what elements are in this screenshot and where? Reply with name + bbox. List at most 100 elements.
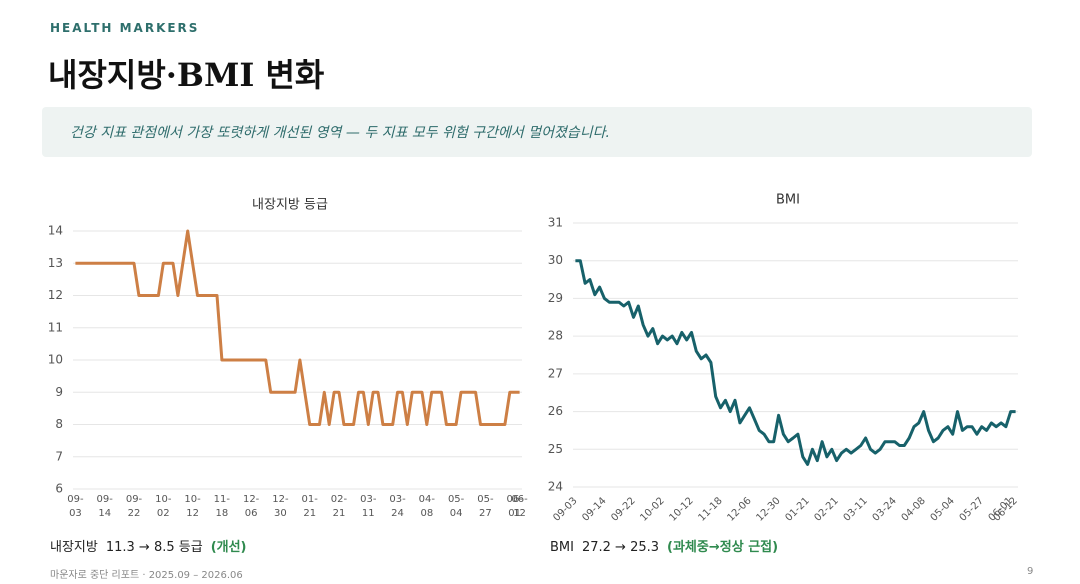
section-header: HEALTH MARKERS	[50, 21, 200, 35]
x-tick-label: 10-12	[184, 494, 201, 519]
x-tick-part: 10-	[155, 494, 172, 505]
x-tick-part: 08	[420, 508, 433, 519]
x-tick-label: 11-18	[214, 494, 231, 519]
x-tick-label: 12-30	[272, 494, 289, 519]
x-tick-label: 10-02	[155, 494, 172, 519]
x-tick-part: 12-	[243, 494, 260, 505]
slide-title: 내장지방·BMI 변화	[48, 56, 325, 94]
x-tick-label: 09-03	[551, 495, 579, 523]
x-tick-part: 02-	[331, 494, 348, 505]
x-tick-label: 03-11	[360, 494, 377, 519]
x-tick-label: 03-24	[871, 495, 899, 523]
x-tick-part: 22	[128, 508, 141, 519]
page-number: 9	[1027, 566, 1034, 577]
x-tick-part: 04-	[419, 494, 436, 505]
y-tick-label: 8	[55, 417, 63, 431]
x-tick-label: 05-27	[477, 494, 494, 519]
chart-title: 내장지방 등급	[252, 198, 328, 213]
x-tick-label: 05-04	[929, 495, 957, 523]
x-tick-part: 30	[274, 508, 287, 519]
x-tick-part: 11-	[214, 494, 231, 505]
x-tick-part: 18	[215, 508, 228, 519]
y-tick-label: 13	[48, 256, 63, 270]
caption-note: (과체중→정상 근접)	[667, 539, 778, 555]
x-tick-part: 06-	[511, 494, 528, 505]
x-tick-part: 12	[513, 508, 526, 519]
x-tick-part: 09-	[97, 494, 114, 505]
x-tick-part: 05-	[477, 494, 494, 505]
x-tick-label: 09-14	[580, 495, 608, 523]
caption: BMI 27.2 → 25.3 (과체중→정상 근접)	[550, 539, 778, 555]
x-tick-label: 09-14	[97, 494, 114, 519]
y-tick-label: 28	[548, 329, 563, 343]
x-tick-part: 09-	[67, 494, 84, 505]
x-tick-label: 09-03	[67, 494, 84, 519]
y-tick-label: 24	[548, 480, 563, 494]
x-tick-label: 05-27	[958, 495, 986, 523]
x-tick-part: 11	[362, 508, 375, 519]
x-tick-part: 24	[391, 508, 404, 519]
x-tick-label: 04-08	[419, 494, 436, 519]
x-tick-label: 10-02	[638, 495, 666, 523]
x-tick-label: 06-01	[507, 494, 524, 519]
callout-text: 건강 지표 관점에서 가장 또렷하게 개선된 영역 — 두 지표 모두 위험 구…	[70, 125, 610, 141]
x-tick-label: 06-12	[511, 494, 528, 519]
x-tick-label: 09-22	[126, 494, 143, 519]
y-tick-label: 14	[48, 224, 63, 238]
caption-text: 11.3 → 8.5 등급	[106, 540, 203, 555]
x-tick-label: 11-18	[696, 495, 724, 523]
x-tick-label: 09-22	[609, 495, 637, 523]
x-tick-label: 04-08	[900, 495, 928, 523]
x-tick-part: 02	[157, 508, 170, 519]
x-tick-part: 05-	[448, 494, 465, 505]
footer-source: 마운자로 중단 리포트 · 2025.09 – 2026.06	[50, 570, 243, 581]
x-tick-part: 06-	[507, 494, 524, 505]
x-tick-part: 21	[333, 508, 346, 519]
x-tick-part: 03-	[389, 494, 406, 505]
x-tick-label: 01-21	[784, 495, 812, 523]
caption-label: 내장지방	[50, 540, 98, 555]
y-tick-label: 10	[48, 353, 63, 367]
x-tick-label: 03-11	[842, 495, 870, 523]
caption-text: 27.2 → 25.3	[582, 540, 659, 555]
data-line	[75, 229, 520, 426]
x-tick-label: 05-04	[448, 494, 465, 519]
x-tick-label: 10-12	[667, 495, 695, 523]
y-tick-label: 11	[48, 320, 63, 334]
y-tick-label: 6	[55, 482, 63, 496]
x-tick-label: 02-21	[331, 494, 348, 519]
y-tick-label: 12	[48, 288, 63, 302]
caption-label: BMI	[550, 540, 574, 555]
x-tick-label: 12-06	[243, 494, 260, 519]
x-tick-part: 03-	[360, 494, 377, 505]
y-tick-label: 30	[548, 253, 563, 267]
x-tick-label: 12-06	[725, 495, 753, 523]
x-tick-part: 01	[508, 508, 521, 519]
x-tick-label: 02-21	[813, 495, 841, 523]
y-tick-label: 27	[548, 366, 563, 380]
x-tick-label: 01-21	[302, 494, 319, 519]
x-tick-part: 10-	[184, 494, 201, 505]
x-tick-part: 09-	[126, 494, 143, 505]
data-line	[575, 259, 1016, 466]
x-tick-label: 12-30	[754, 495, 782, 523]
x-tick-part: 21	[303, 508, 316, 519]
x-tick-part: 12-	[272, 494, 289, 505]
y-tick-label: 31	[548, 216, 563, 230]
x-tick-part: 01-	[302, 494, 319, 505]
x-tick-label: 03-24	[389, 494, 406, 519]
callout-box: 건강 지표 관점에서 가장 또렷하게 개선된 영역 — 두 지표 모두 위험 구…	[42, 107, 1032, 157]
y-tick-label: 26	[548, 404, 563, 418]
y-tick-label: 25	[548, 442, 563, 456]
x-tick-part: 04	[450, 508, 463, 519]
y-tick-label: 29	[548, 291, 563, 305]
x-tick-part: 27	[479, 508, 492, 519]
caption-note: (개선)	[211, 539, 247, 555]
x-tick-part: 14	[98, 508, 111, 519]
chart-title: BMI	[776, 193, 800, 208]
y-tick-label: 9	[55, 385, 63, 399]
x-tick-part: 12	[186, 508, 199, 519]
x-tick-part: 06	[245, 508, 258, 519]
